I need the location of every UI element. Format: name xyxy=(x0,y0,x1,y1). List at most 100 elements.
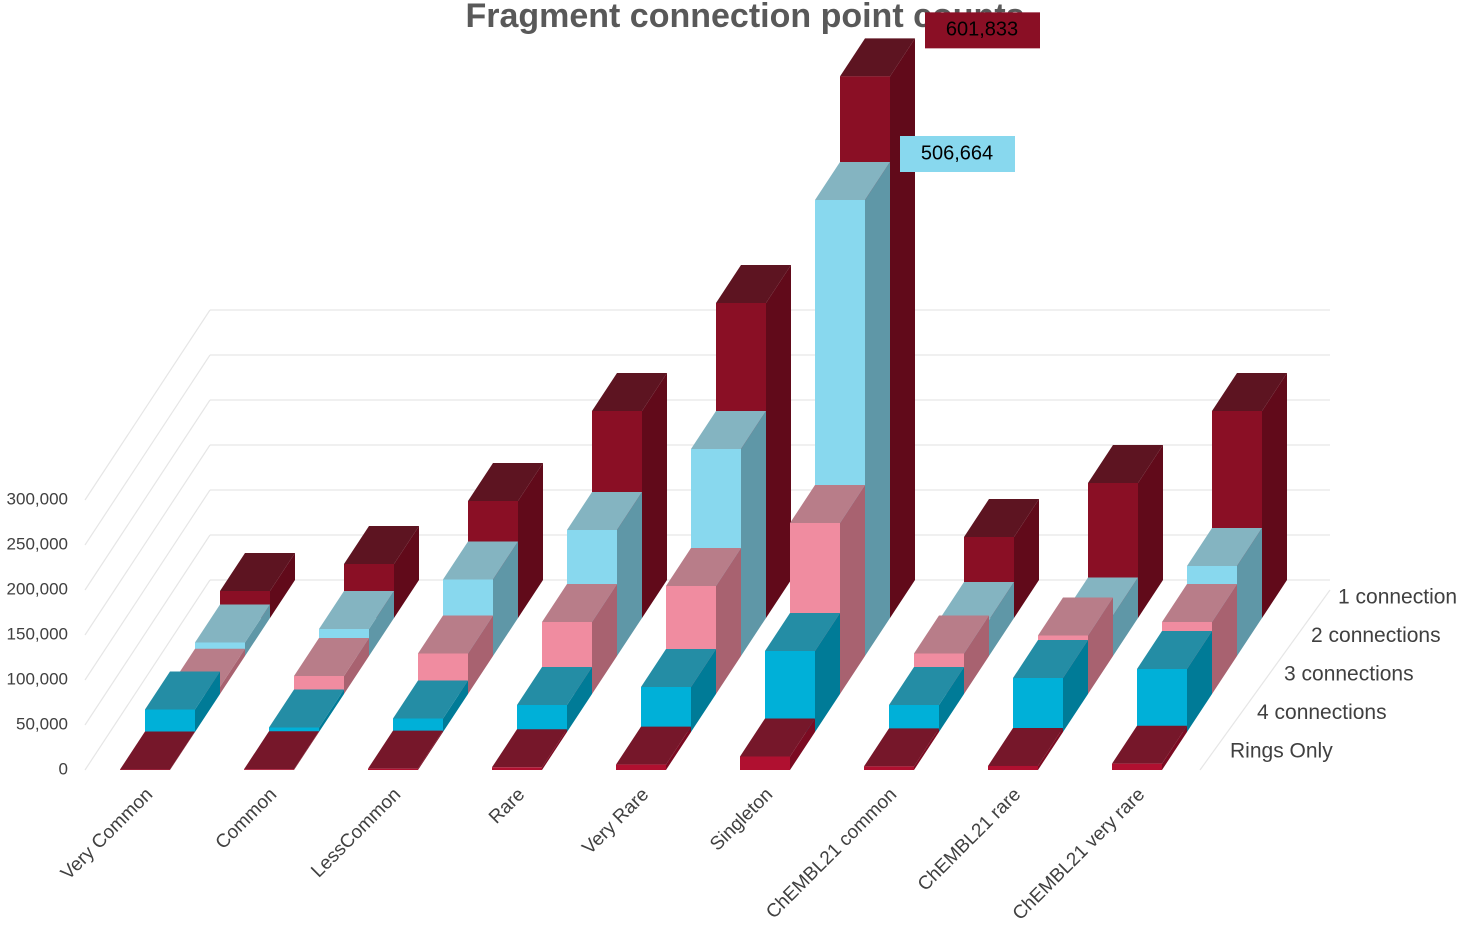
bar-top xyxy=(319,591,394,629)
legend-label: 1 connection xyxy=(1338,586,1457,609)
bar-top xyxy=(1162,584,1237,622)
grid-line xyxy=(84,309,211,501)
bar-front xyxy=(145,709,195,732)
x-tick-label: ChEMBL21 very rare xyxy=(1009,784,1149,924)
bar-top xyxy=(220,553,295,591)
bar xyxy=(616,726,691,770)
x-tick-label: Rare xyxy=(485,784,529,828)
x-tick-label: Singleton xyxy=(706,784,777,855)
bar-top xyxy=(517,667,592,705)
grid-line xyxy=(84,444,211,636)
bar-side xyxy=(964,615,989,694)
bar-side xyxy=(468,615,493,694)
x-tick-label: Very Rare xyxy=(578,784,653,859)
bar xyxy=(368,730,443,770)
bar xyxy=(443,541,518,656)
bar-top xyxy=(1187,528,1262,566)
legend-label: 3 connections xyxy=(1284,663,1414,686)
grid-line xyxy=(84,489,211,681)
bar xyxy=(517,667,592,732)
bar-front xyxy=(889,705,939,732)
bar xyxy=(740,718,815,770)
bar-front xyxy=(1137,669,1187,732)
bar xyxy=(269,689,344,732)
bar-top xyxy=(1088,445,1163,483)
bar-side xyxy=(666,726,691,770)
bar-side xyxy=(344,638,369,694)
bar-top xyxy=(542,584,617,622)
bar-side xyxy=(1138,445,1163,618)
bar-top xyxy=(641,649,716,687)
bar xyxy=(393,680,468,732)
bar xyxy=(120,731,195,770)
bar-top xyxy=(244,731,319,770)
grid-line xyxy=(84,354,211,546)
bar-side xyxy=(1262,373,1287,618)
bar-side xyxy=(1162,725,1187,770)
legend-label: 4 connections xyxy=(1257,701,1387,724)
y-tick-label: 150,000 xyxy=(7,624,68,643)
bar-side xyxy=(294,731,319,770)
bar-front xyxy=(517,705,567,732)
bar-top xyxy=(1137,631,1212,669)
x-tick-label: ChEMBL21 common xyxy=(762,784,901,923)
grid-line xyxy=(84,534,211,726)
bar-side xyxy=(939,667,964,732)
bar xyxy=(641,649,716,732)
bar-side xyxy=(592,584,617,694)
x-tick-label: LessCommon xyxy=(307,784,405,882)
bar-side xyxy=(542,729,567,770)
y-tick-label: 200,000 xyxy=(7,579,68,598)
bar-side xyxy=(766,265,791,618)
y-tick-label: 300,000 xyxy=(7,489,68,508)
bar-side xyxy=(1237,528,1262,656)
legend-label: 2 connections xyxy=(1311,624,1441,647)
bar xyxy=(1088,445,1163,618)
bar-side xyxy=(617,492,642,656)
bar xyxy=(1137,631,1212,732)
value-label-box xyxy=(900,136,1015,173)
bar-side xyxy=(394,526,419,618)
bar-side xyxy=(691,649,716,732)
bar-top xyxy=(1013,640,1088,678)
bar-side xyxy=(914,728,939,770)
bar xyxy=(864,728,939,770)
floor-edge xyxy=(1199,589,1331,771)
bar-side xyxy=(1212,584,1237,694)
bar-top xyxy=(344,526,419,564)
bar-front xyxy=(616,764,666,770)
bar-top xyxy=(492,729,567,768)
bar-side xyxy=(270,553,295,618)
bar-top xyxy=(592,373,667,411)
bar-front xyxy=(864,766,914,770)
x-tick-label: Very Common xyxy=(57,784,157,884)
bar-top xyxy=(269,689,344,728)
grid-line xyxy=(84,399,211,591)
bar-top xyxy=(145,671,220,710)
bar-top xyxy=(815,162,890,201)
bar-top xyxy=(740,718,815,757)
bar-top xyxy=(889,667,964,705)
bar-top xyxy=(120,731,195,770)
bar-top xyxy=(294,638,369,676)
bar-side xyxy=(319,689,344,732)
bar xyxy=(1013,640,1088,732)
bar-side xyxy=(989,582,1014,656)
bar-top xyxy=(195,604,270,643)
bar-top xyxy=(691,411,766,449)
bar-side xyxy=(1187,631,1212,732)
bar-side xyxy=(716,548,741,694)
bar-side xyxy=(1063,640,1088,732)
bar-front xyxy=(368,768,418,770)
bar xyxy=(988,727,1063,770)
bar-top xyxy=(616,726,691,765)
bar-top xyxy=(988,727,1063,766)
bar-top xyxy=(418,615,493,654)
bar-top xyxy=(666,548,741,586)
bar-front xyxy=(988,765,1038,770)
bar-top xyxy=(468,463,543,501)
y-tick-label: 100,000 xyxy=(7,669,68,688)
bar-top xyxy=(840,38,915,77)
bar-side xyxy=(245,604,270,656)
